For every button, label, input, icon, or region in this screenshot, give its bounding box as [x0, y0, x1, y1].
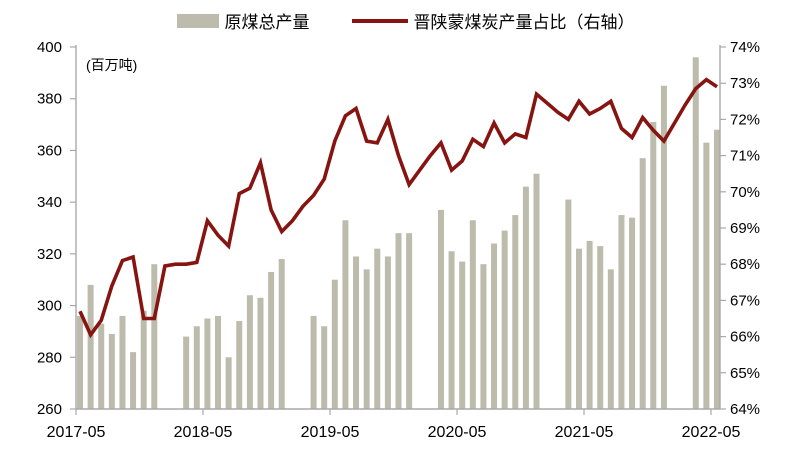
right-axis-label: 65% [730, 365, 760, 382]
bar-2018-11 [268, 271, 275, 409]
bar-2021-07 [607, 269, 614, 409]
bar-2018-06 [215, 315, 222, 409]
right-axis-label: 68% [730, 256, 760, 273]
bar-2022-03 [692, 57, 699, 409]
legend-label-production: 原煤总产量 [224, 13, 310, 32]
bar-2020-11 [522, 186, 529, 409]
bar-2019-03 [310, 315, 317, 409]
right-axis-label: 72% [730, 111, 760, 128]
bar-2020-09 [501, 230, 508, 409]
x-tick-label: 2020-05 [428, 424, 487, 441]
right-axis-label: 71% [730, 148, 760, 165]
bar-2017-09 [119, 315, 126, 409]
x-tick-label: 2022-05 [682, 424, 741, 441]
legend-item-production: 原煤总产量 [176, 8, 310, 33]
x-tick-label: 2019-05 [301, 424, 360, 441]
right-axis-label: 74% [730, 39, 760, 56]
legend-line-swatch-icon [351, 18, 408, 23]
bar-2021-06 [597, 246, 604, 409]
bar-2019-12 [406, 233, 413, 409]
bar-2018-12 [278, 259, 285, 409]
bar-2020-08 [491, 243, 498, 409]
bar-2017-06 [87, 284, 94, 409]
bar-2017-11 [140, 310, 147, 409]
left-axis-label: 340 [37, 194, 62, 211]
bar-2020-06 [469, 220, 476, 409]
x-tick-label: 2021-05 [555, 424, 614, 441]
left-axis-label: 260 [37, 401, 62, 418]
left-axis-label: 320 [37, 246, 62, 263]
bar-2021-03 [565, 199, 572, 409]
legend-label-share: 晋陕蒙煤炭产量占比（右轴） [413, 13, 635, 32]
left-axis-label: 300 [37, 298, 62, 315]
bar-2019-06 [342, 220, 349, 409]
legend-item-share: 晋陕蒙煤炭产量占比（右轴） [351, 8, 635, 33]
bar-2019-04 [321, 326, 328, 409]
x-tick-label: 2017-05 [47, 424, 106, 441]
bar-2020-12 [533, 173, 540, 409]
legend-bar-swatch-icon [176, 13, 219, 28]
bar-2021-10 [639, 158, 646, 409]
bar-2017-10 [130, 352, 137, 409]
bar-2019-05 [331, 279, 338, 409]
bar-2021-09 [629, 217, 636, 409]
bar-2017-05 [77, 315, 83, 409]
right-axis-label: 69% [730, 220, 760, 237]
bar-2019-11 [395, 233, 402, 409]
bar-2017-08 [108, 334, 115, 409]
bar-2021-05 [586, 240, 593, 409]
right-axis-label: 64% [730, 401, 760, 418]
bar-2020-05 [459, 261, 466, 409]
bar-2018-09 [246, 295, 253, 409]
bar-2018-04 [193, 326, 200, 409]
right-axis-label: 67% [730, 292, 760, 309]
x-tick-label: 2018-05 [174, 424, 233, 441]
bar-2017-07 [98, 323, 105, 409]
bar-2022-04 [703, 142, 710, 409]
bar-2018-05 [204, 318, 211, 409]
bar-2019-08 [363, 269, 370, 409]
bar-2020-03 [437, 209, 444, 409]
left-axis-label: 400 [37, 39, 62, 56]
left-axis-label: 360 [37, 142, 62, 159]
bar-2017-12 [151, 264, 158, 409]
bar-2019-09 [374, 248, 381, 409]
bar-2020-07 [480, 264, 487, 409]
bar-2018-10 [257, 297, 264, 409]
bar-2018-08 [236, 321, 243, 409]
chart-legend: 原煤总产量 晋陕蒙煤炭产量占比（右轴） [0, 8, 811, 33]
bar-2018-03 [183, 336, 190, 409]
bar-2021-11 [650, 121, 657, 409]
right-axis-label: 73% [730, 75, 760, 92]
bar-2018-07 [225, 357, 232, 409]
share-line [78, 77, 719, 339]
left-axis-label: 380 [37, 91, 62, 108]
right-axis-label: 70% [730, 184, 760, 201]
left-axis-label: 280 [37, 349, 62, 366]
bar-2020-10 [512, 215, 519, 409]
right-axis-label: 66% [730, 329, 760, 346]
bar-2021-08 [618, 215, 625, 409]
left-axis-unit-label: (百万吨) [86, 57, 137, 73]
bar-2022-05 [714, 129, 720, 409]
bar-2021-04 [575, 248, 582, 409]
bar-2019-10 [384, 256, 391, 409]
bar-2021-12 [660, 85, 667, 410]
bar-2019-07 [353, 256, 360, 409]
bar-2020-04 [448, 251, 455, 409]
